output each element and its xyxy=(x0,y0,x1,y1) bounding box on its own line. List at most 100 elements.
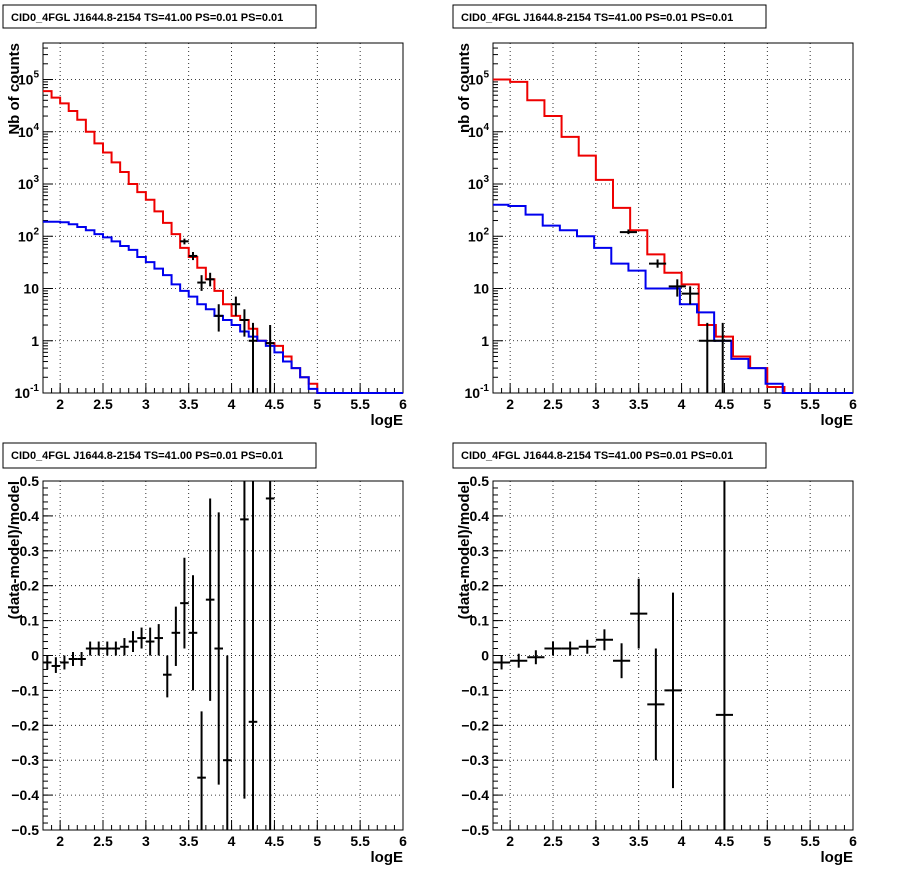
x-tick-label: 6 xyxy=(399,396,407,412)
y-tick-base: 10 xyxy=(18,176,34,192)
y-axis-label: Nb of counts xyxy=(6,43,23,135)
chart-title: CID0_4FGL J1644.8-2154 TS=41.00 PS=0.01 … xyxy=(11,450,283,462)
y-tick-base: 10 xyxy=(15,385,31,401)
chart-panel-top-right: CID0_4FGL J1644.8-2154 TS=41.00 PS=0.01 … xyxy=(452,4,857,429)
chart-title: CID0_4FGL J1644.8-2154 TS=41.00 PS=0.01 … xyxy=(11,12,283,24)
y-tick-base: 10 xyxy=(465,385,481,401)
x-tick-label: 6 xyxy=(399,833,407,849)
y-tick-base: 10 xyxy=(18,228,34,244)
y-tick-label: 10-1 xyxy=(465,383,490,401)
y-tick-label: 0.2 xyxy=(470,578,490,594)
y-tick-label: −0.2 xyxy=(11,717,39,733)
y-tick-exponent: 3 xyxy=(33,174,39,185)
y-tick-exponent: 5 xyxy=(33,70,39,81)
y-tick-label: 1 xyxy=(31,333,39,349)
series-step-line xyxy=(493,203,853,394)
x-tick-label: 5 xyxy=(313,833,321,849)
x-tick-label: 3 xyxy=(142,396,150,412)
x-axis-label: logE xyxy=(371,849,404,866)
x-tick-label: 3 xyxy=(592,833,600,849)
x-tick-label: 2.5 xyxy=(93,396,113,412)
series-step-line xyxy=(493,78,853,394)
x-tick-label: 5 xyxy=(313,396,321,412)
x-tick-label: 5.5 xyxy=(350,833,370,849)
y-tick-label: −0.1 xyxy=(11,682,39,698)
y-tick-label: −0.3 xyxy=(461,752,489,768)
y-tick-label: 1 xyxy=(481,333,489,349)
title-box xyxy=(452,442,767,469)
y-tick-label: 104 xyxy=(18,122,40,140)
y-tick-label: −0.5 xyxy=(11,822,39,838)
x-tick-label: 4.5 xyxy=(715,833,735,849)
chart-title: CID0_4FGL J1644.8-2154 TS=41.00 PS=0.01 … xyxy=(461,450,733,462)
x-tick-label: 4 xyxy=(228,833,236,849)
title-box xyxy=(2,4,317,29)
x-tick-label: 2 xyxy=(56,396,64,412)
y-tick-label: 0 xyxy=(31,648,39,664)
x-tick-label: 5 xyxy=(763,833,771,849)
x-tick-label: 2 xyxy=(506,396,514,412)
x-tick-label: 5 xyxy=(763,396,771,412)
chart-title: CID0_4FGL J1644.8-2154 TS=41.00 PS=0.01 … xyxy=(461,12,733,24)
x-tick-label: 3.5 xyxy=(179,396,199,412)
x-tick-label: 3.5 xyxy=(629,833,649,849)
y-tick-label: 10 xyxy=(23,281,39,297)
y-tick-base: 10 xyxy=(468,72,484,88)
x-tick-label: 4 xyxy=(678,396,686,412)
y-tick-label: −0.3 xyxy=(11,752,39,768)
chart-panel-bottom-right: CID0_4FGL J1644.8-2154 TS=41.00 PS=0.01 … xyxy=(452,442,857,866)
y-tick-exponent: -1 xyxy=(480,383,489,394)
x-tick-label: 3.5 xyxy=(179,833,199,849)
y-tick-label: 0.3 xyxy=(470,543,490,559)
y-tick-label: 103 xyxy=(468,174,490,192)
x-tick-label: 2.5 xyxy=(93,833,113,849)
y-tick-label: 0.4 xyxy=(20,508,40,524)
y-tick-label: 0.3 xyxy=(20,543,40,559)
y-axis-label: (data-model)/model xyxy=(456,481,473,619)
x-tick-label: 6 xyxy=(849,396,857,412)
y-axis-label: nb of counts xyxy=(456,43,473,133)
y-tick-label: 103 xyxy=(18,174,40,192)
y-tick-label: 0.4 xyxy=(470,508,490,524)
x-tick-label: 4 xyxy=(228,396,236,412)
x-tick-label: 5.5 xyxy=(800,833,820,849)
y-tick-base: 10 xyxy=(18,72,34,88)
y-tick-label: 0.2 xyxy=(20,578,40,594)
y-tick-label: 105 xyxy=(468,70,490,88)
x-tick-label: 2 xyxy=(506,833,514,849)
y-tick-label: 10 xyxy=(473,281,489,297)
x-tick-label: 2.5 xyxy=(543,833,563,849)
y-tick-label: 104 xyxy=(468,122,490,140)
plot-frame xyxy=(492,42,854,394)
x-tick-label: 3.5 xyxy=(629,396,649,412)
y-tick-exponent: 5 xyxy=(483,70,489,81)
y-tick-label: −0.1 xyxy=(461,682,489,698)
y-tick-label: 105 xyxy=(18,70,40,88)
y-tick-label: 0.5 xyxy=(20,473,40,489)
y-tick-exponent: 3 xyxy=(483,174,489,185)
y-tick-label: 102 xyxy=(18,226,40,244)
x-tick-label: 4.5 xyxy=(715,396,735,412)
x-tick-label: 3 xyxy=(142,833,150,849)
title-box xyxy=(2,442,317,469)
y-tick-base: 10 xyxy=(468,176,484,192)
y-tick-label: 0 xyxy=(481,648,489,664)
title-box xyxy=(452,4,767,29)
y-tick-label: 0.1 xyxy=(470,613,490,629)
y-tick-exponent: 4 xyxy=(483,122,489,133)
x-tick-label: 2.5 xyxy=(543,396,563,412)
x-axis-label: logE xyxy=(821,412,854,429)
y-tick-label: −0.2 xyxy=(461,717,489,733)
chart-panel-bottom-left: CID0_4FGL J1644.8-2154 TS=41.00 PS=0.01 … xyxy=(2,442,407,866)
y-tick-label: 0.1 xyxy=(20,613,40,629)
x-axis-label: logE xyxy=(821,849,854,866)
x-tick-label: 2 xyxy=(56,833,64,849)
x-tick-label: 4 xyxy=(678,833,686,849)
y-tick-exponent: 2 xyxy=(483,226,489,237)
y-tick-exponent: -1 xyxy=(30,383,39,394)
plot-frame xyxy=(42,42,404,394)
chart-panel-top-left: CID0_4FGL J1644.8-2154 TS=41.00 PS=0.01 … xyxy=(2,4,407,429)
x-tick-label: 5.5 xyxy=(800,396,820,412)
y-tick-base: 10 xyxy=(18,124,34,140)
